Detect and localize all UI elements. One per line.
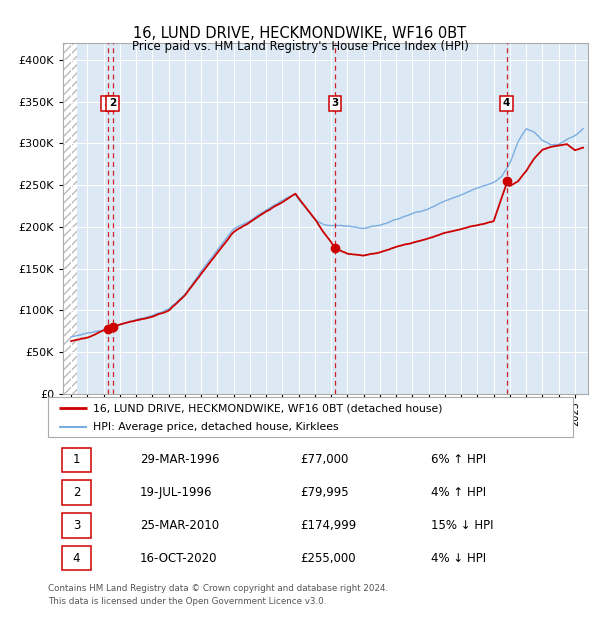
Text: £77,000: £77,000	[300, 453, 349, 466]
Text: 16, LUND DRIVE, HECKMONDWIKE, WF16 0BT: 16, LUND DRIVE, HECKMONDWIKE, WF16 0BT	[133, 26, 467, 41]
Text: 4% ↓ HPI: 4% ↓ HPI	[431, 552, 487, 565]
FancyBboxPatch shape	[48, 397, 573, 437]
Text: 19-JUL-1996: 19-JUL-1996	[140, 486, 212, 499]
FancyBboxPatch shape	[62, 546, 91, 570]
Text: HPI: Average price, detached house, Kirklees: HPI: Average price, detached house, Kirk…	[92, 422, 338, 432]
Text: 3: 3	[331, 99, 338, 108]
Text: 2: 2	[73, 486, 80, 499]
FancyBboxPatch shape	[62, 448, 91, 472]
Text: 3: 3	[73, 519, 80, 532]
FancyBboxPatch shape	[62, 513, 91, 538]
Text: 1: 1	[73, 453, 80, 466]
Text: 4: 4	[503, 99, 510, 108]
Text: 15% ↓ HPI: 15% ↓ HPI	[431, 519, 494, 532]
Text: £174,999: £174,999	[300, 519, 356, 532]
Text: 4: 4	[73, 552, 80, 565]
Text: 16, LUND DRIVE, HECKMONDWIKE, WF16 0BT (detached house): 16, LUND DRIVE, HECKMONDWIKE, WF16 0BT (…	[92, 403, 442, 413]
Text: 6% ↑ HPI: 6% ↑ HPI	[431, 453, 487, 466]
Text: Contains HM Land Registry data © Crown copyright and database right 2024.
This d: Contains HM Land Registry data © Crown c…	[48, 584, 388, 606]
Text: 25-MAR-2010: 25-MAR-2010	[140, 519, 219, 532]
Text: Price paid vs. HM Land Registry's House Price Index (HPI): Price paid vs. HM Land Registry's House …	[131, 40, 469, 53]
FancyBboxPatch shape	[62, 480, 91, 505]
Text: £255,000: £255,000	[300, 552, 356, 565]
Text: 4% ↑ HPI: 4% ↑ HPI	[431, 486, 487, 499]
Text: £79,995: £79,995	[300, 486, 349, 499]
Bar	[63, 43, 77, 394]
Text: 16-OCT-2020: 16-OCT-2020	[140, 552, 217, 565]
Text: 2: 2	[109, 99, 116, 108]
Text: 1: 1	[104, 99, 111, 108]
Text: 29-MAR-1996: 29-MAR-1996	[140, 453, 220, 466]
